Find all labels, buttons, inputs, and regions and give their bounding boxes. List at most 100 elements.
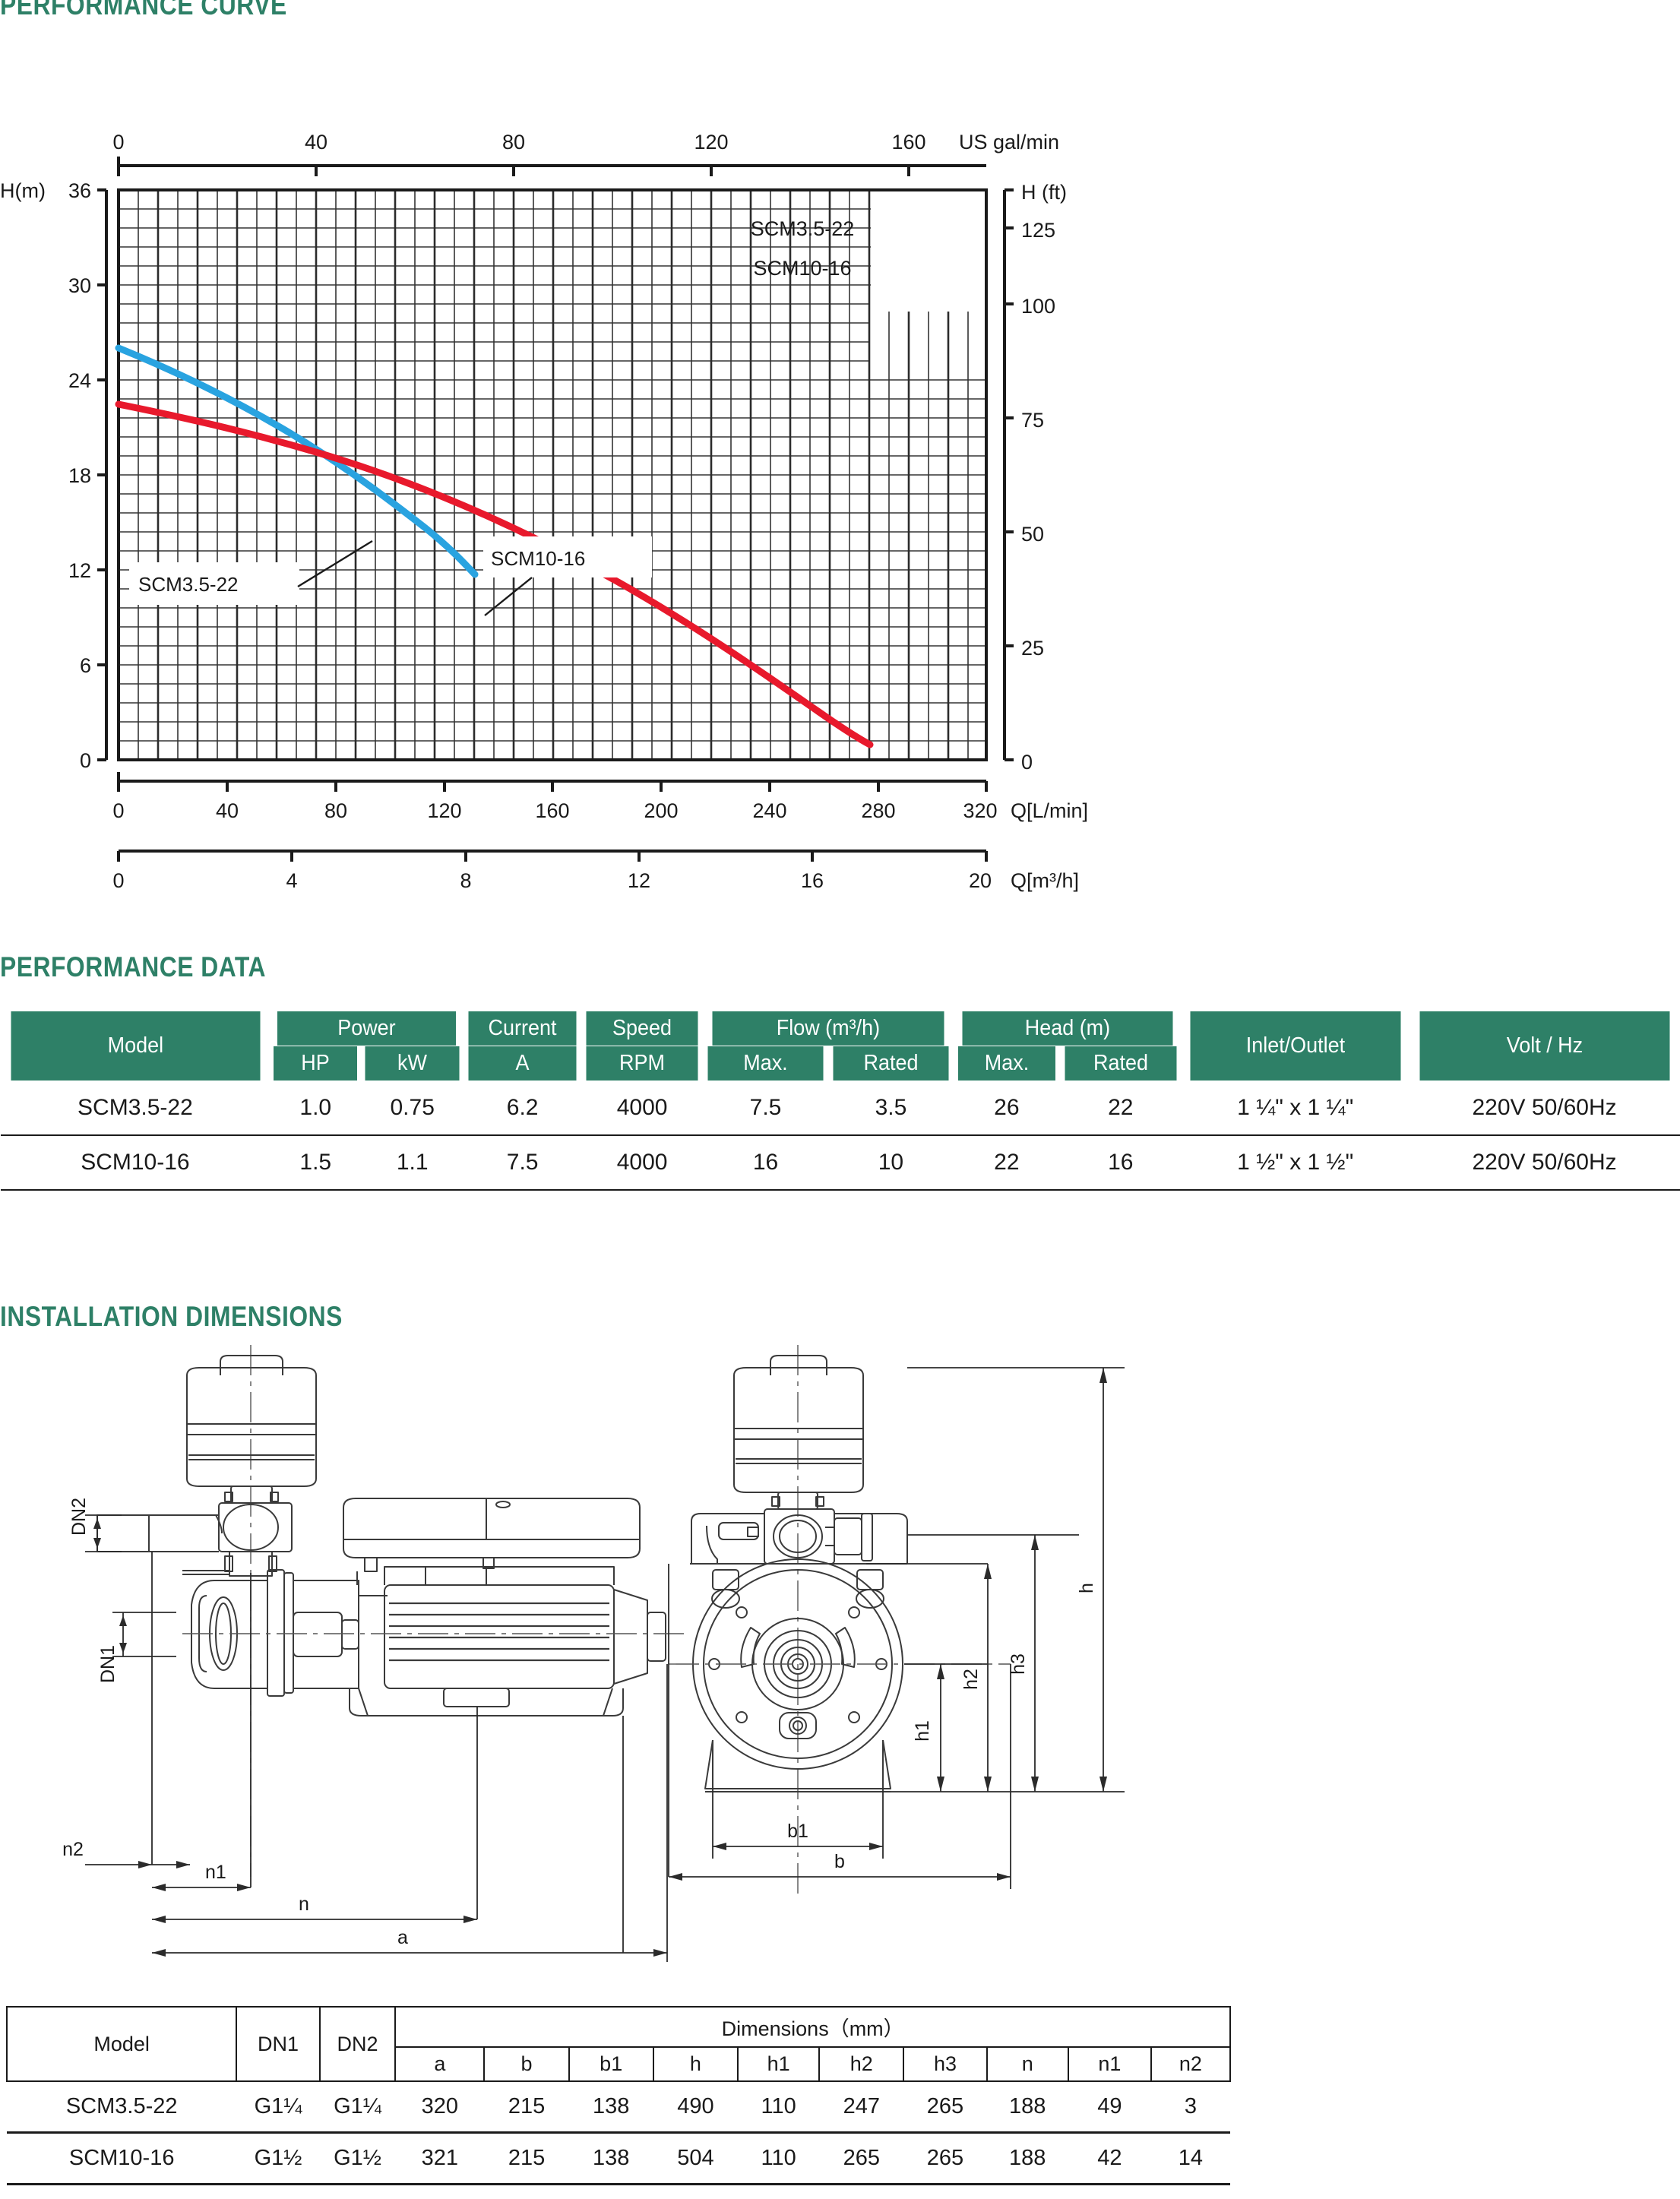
bottom1-tick-240: 240 xyxy=(752,799,786,822)
th-head: Head (m) xyxy=(960,1011,1174,1046)
chart-bottom-axis-m3h: 0 4 8 12 16 20 Q[m³/h] xyxy=(112,850,1079,892)
legend-label-scm10: SCM10-16 xyxy=(753,257,851,280)
right-axis-tick-0: 0 xyxy=(1021,751,1033,774)
cell-volt-hz: 220V 50/60Hz xyxy=(1472,1095,1617,1120)
bottom1-tick-200: 200 xyxy=(644,799,678,822)
right-axis-tick-100: 100 xyxy=(1021,295,1055,318)
cell-rpm: 4000 xyxy=(581,1134,704,1191)
dim-cell-model: SCM3.5-22 xyxy=(7,2081,237,2133)
table-row: SCM3.5-22 1.0 0.75 6.2 4000 7.5 3.5 26 2… xyxy=(1,1081,1680,1136)
right-axis-tick-50: 50 xyxy=(1021,523,1044,546)
dim-cell-dn1: G1¼ xyxy=(236,2081,320,2133)
dim-cell-n1: 42 xyxy=(1068,2131,1151,2185)
bottom1-tick-80: 80 xyxy=(324,799,347,822)
th-rpm: RPM xyxy=(585,1046,699,1081)
cell-current: 6.2 xyxy=(506,1095,539,1120)
dim-th-n1: n1 xyxy=(1067,2046,1152,2082)
dim-cell-n2: 3 xyxy=(1150,2081,1230,2133)
dim-label-b: b xyxy=(834,1851,845,1872)
left-axis-unit-label: H(m) xyxy=(0,179,46,202)
th-inlet-outlet: Inlet/Outlet xyxy=(1188,1011,1402,1081)
dim-th-model: Model xyxy=(5,2006,238,2082)
left-axis-tick-24: 24 xyxy=(68,369,91,392)
cell-flow-max: 16 xyxy=(703,1134,828,1191)
right-axis-tick-25: 25 xyxy=(1021,637,1044,660)
cell-model: SCM3.5-22 xyxy=(78,1095,193,1120)
annotation-scm3-5-22: SCM3.5-22 xyxy=(138,573,239,596)
th-head-max: Max. xyxy=(957,1046,1057,1081)
top-axis-tick-80: 80 xyxy=(502,131,525,153)
dim-label-n2: n2 xyxy=(62,1839,84,1860)
dim-label-b1: b1 xyxy=(787,1821,808,1842)
bottom1-tick-280: 280 xyxy=(861,799,895,822)
annotation-scm10-16: SCM10-16 xyxy=(491,547,585,570)
cell-flow-rated: 3.5 xyxy=(875,1095,907,1120)
dim-cell-n1: 49 xyxy=(1068,2081,1151,2133)
th-flow-max: Max. xyxy=(707,1046,824,1081)
bottom2-tick-4: 4 xyxy=(286,869,297,892)
dim-cell-h1: 110 xyxy=(737,2081,820,2133)
bottom1-tick-0: 0 xyxy=(112,799,124,822)
left-axis-tick-30: 30 xyxy=(68,274,91,297)
dim-label-n1: n1 xyxy=(205,1862,226,1883)
bottom1-tick-320: 320 xyxy=(963,799,997,822)
th-flow-rated: Rated xyxy=(832,1046,950,1081)
table-header-row-2: HP kW A RPM Max. Rated Max. Rated xyxy=(1,1046,1680,1081)
dim-th-a: a xyxy=(394,2046,486,2082)
left-axis-tick-18: 18 xyxy=(68,464,91,487)
dim-cell-b1: 138 xyxy=(568,2081,653,2133)
table-row: SCM3.5-22 G1¼ G1¼ 320 215 138 490 110 24… xyxy=(7,2081,1230,2133)
dim-cell-b1: 138 xyxy=(568,2131,653,2185)
dim-th-h: h xyxy=(652,2046,739,2082)
dim-th-h1: h1 xyxy=(736,2046,821,2082)
right-axis-unit-label: H (ft) xyxy=(1021,181,1067,204)
section-heading-performance-curve: PERFORMANCE CURVE xyxy=(0,0,287,21)
th-speed: Speed xyxy=(585,1011,699,1046)
dim-th-n: n xyxy=(986,2046,1069,2082)
dim-cell-h: 490 xyxy=(653,2081,738,2133)
top-axis-tick-160: 160 xyxy=(891,131,925,153)
dim-th-n2: n2 xyxy=(1150,2046,1232,2082)
dim-cell-model: SCM10-16 xyxy=(7,2131,237,2185)
bottom2-tick-12: 12 xyxy=(628,869,650,892)
chart-svg: 0 40 80 120 160 US gal/min xyxy=(0,131,1088,892)
chart-inside-legend: SCM3.5-22 SCM10-16 xyxy=(751,217,855,280)
th-kw: kW xyxy=(364,1046,460,1081)
performance-data-table: Model Power Current Speed Flow (m³/h) He… xyxy=(0,1011,1680,1191)
dim-cell-n2: 14 xyxy=(1150,2131,1230,2185)
cell-head-max: 22 xyxy=(953,1134,1060,1191)
bottom1-tick-40: 40 xyxy=(216,799,239,822)
cell-kw: 1.1 xyxy=(361,1134,464,1191)
cell-head-rated: 22 xyxy=(1108,1095,1134,1120)
section-heading-performance-data: PERFORMANCE DATA xyxy=(0,951,267,982)
dim-cell-b: 215 xyxy=(484,2081,569,2133)
pump-front-view: h1 h2 h3 h b1 b xyxy=(668,1345,1125,1900)
dim-label-n: n xyxy=(299,1894,309,1915)
bottom2-tick-20: 20 xyxy=(969,869,992,892)
chart-left-axis: 36 30 24 18 12 6 0 H(m) xyxy=(0,179,108,772)
th-amps: A xyxy=(467,1046,578,1081)
dim-th-b1: b1 xyxy=(568,2046,654,2082)
dim-cell-n: 188 xyxy=(986,2131,1068,2185)
bottom1-tick-160: 160 xyxy=(535,799,569,822)
left-axis-tick-12: 12 xyxy=(68,559,91,582)
dim-cell-a: 321 xyxy=(395,2131,485,2185)
top-axis-unit-label: US gal/min xyxy=(959,131,1059,153)
dim-th-dn2: DN2 xyxy=(318,2006,397,2082)
installation-dimension-drawings: DN2 DN1 n2 n1 n a xyxy=(0,1345,1231,1991)
cell-volt-hz: 220V 50/60Hz xyxy=(1409,1134,1680,1191)
pump-side-view: DN2 DN1 n2 n1 n a xyxy=(62,1345,684,1962)
dim-label-h3: h3 xyxy=(1008,1653,1029,1675)
legend-label-scm35: SCM3.5-22 xyxy=(751,217,855,240)
chart-grid xyxy=(117,188,988,761)
cell-inlet-outlet: 1 ½" x 1 ½" xyxy=(1181,1134,1409,1191)
dim-cell-n: 188 xyxy=(986,2081,1068,2133)
top-axis-tick-120: 120 xyxy=(694,131,728,153)
dim-cell-h3: 265 xyxy=(903,2131,987,2185)
dim-cell-h2: 265 xyxy=(819,2131,904,2185)
cell-rpm: 4000 xyxy=(616,1095,668,1120)
cell-model: SCM10-16 xyxy=(0,1134,271,1191)
section-heading-installation-dimensions: INSTALLATION DIMENSIONS xyxy=(0,1301,343,1332)
cell-inlet-outlet: 1 ¼" x 1 ¼" xyxy=(1237,1095,1354,1120)
installation-dimensions-table: Model DN1 DN2 Dimensions（mm） a b b1 h h1… xyxy=(5,2006,1232,2185)
